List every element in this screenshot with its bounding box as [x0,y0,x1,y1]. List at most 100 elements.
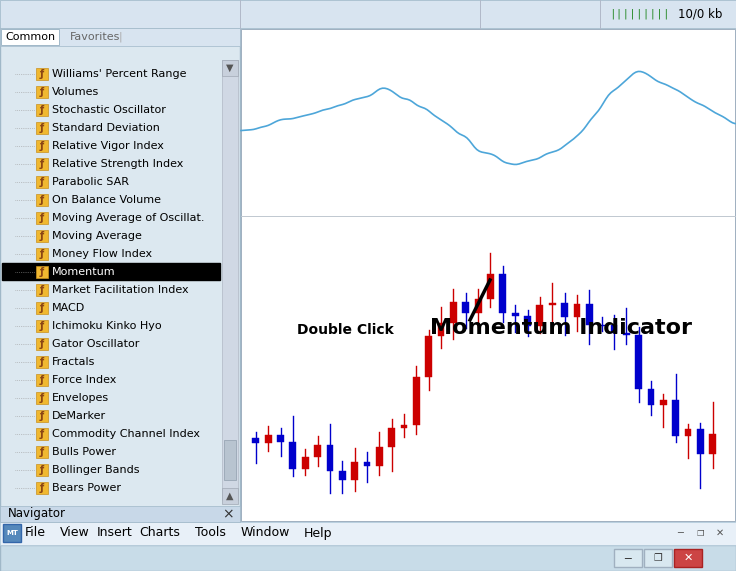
Bar [36,320,48,332]
Text: ✕: ✕ [683,553,693,563]
Text: ƒ: ƒ [40,465,44,475]
Text: Bollinger Bands: Bollinger Bands [52,465,140,475]
Bar [36,374,48,386]
Bar [0,0,736,28]
Text: |||||||||: ||||||||| [609,9,670,19]
Bar [36,248,48,260]
Text: Common: Common [5,32,55,42]
Text: Parabolic SAR: Parabolic SAR [52,177,129,187]
Text: ─: ─ [677,528,683,538]
Bar [644,549,672,567]
Text: Help: Help [304,526,332,540]
Text: ƒ: ƒ [40,429,44,439]
Bar [364,463,370,465]
Bar [1,29,59,45]
Bar [327,445,333,472]
Text: ƒ: ƒ [40,213,44,223]
Bar [2,263,220,280]
Bar [561,303,568,317]
Text: ƒ: ƒ [40,321,44,331]
Bar [36,284,48,296]
Text: ❒: ❒ [654,553,662,563]
Text: Navigator: Navigator [8,508,66,521]
Bar [450,302,457,323]
Text: Relative Vigor Index: Relative Vigor Index [52,141,164,151]
Bar [3,524,21,542]
Bar [36,212,48,224]
Bar [413,377,420,424]
Text: ƒ: ƒ [40,375,44,385]
Bar [36,104,48,116]
Text: ƒ: ƒ [40,231,44,241]
Text: ƒ: ƒ [40,69,44,79]
Bar [635,335,642,389]
Bar [36,464,48,476]
Bar [36,158,48,170]
Bar [36,266,48,278]
Text: Williams' Percent Range: Williams' Percent Range [52,69,186,79]
Bar [660,400,667,405]
Bar [475,299,481,312]
Bar [36,194,48,206]
Text: DeMarker: DeMarker [52,411,106,421]
Bar [425,336,432,377]
Text: ❒: ❒ [696,529,704,537]
Bar [222,60,238,500]
Bar [351,463,358,480]
Bar [0,28,240,521]
Text: ƒ: ƒ [40,393,44,403]
Text: ƒ: ƒ [40,267,44,277]
Bar [314,445,321,457]
Text: Bulls Power: Bulls Power [52,447,116,457]
FancyBboxPatch shape [0,545,736,571]
Text: Market Facilitation Index: Market Facilitation Index [52,285,188,295]
Text: |: | [118,32,122,42]
Text: Bears Power: Bears Power [52,483,121,493]
Bar [289,443,297,469]
Bar [438,323,445,336]
Bar [222,60,238,76]
Bar [36,392,48,404]
Bar [36,410,48,422]
Bar [36,230,48,242]
Text: On Balance Volume: On Balance Volume [52,195,161,205]
Bar [222,488,238,504]
Bar [598,324,605,325]
Text: Moving Average of Oscillat.: Moving Average of Oscillat. [52,213,205,223]
Bar [697,429,704,454]
Bar [672,400,679,436]
Bar [36,356,48,368]
Bar [512,313,519,316]
Bar [36,140,48,152]
Text: ƒ: ƒ [40,105,44,115]
Bar [710,433,716,454]
Text: View: View [60,526,90,540]
Text: Force Index: Force Index [52,375,116,385]
Text: ƒ: ƒ [40,483,44,493]
Text: Double Click: Double Click [297,323,394,337]
Text: ƒ: ƒ [40,123,44,133]
Bar [252,438,259,443]
Bar [524,316,531,326]
Bar [623,333,630,335]
Bar [389,428,395,447]
Text: ▲: ▲ [226,491,234,501]
Bar [36,338,48,350]
Bar [684,429,691,436]
Bar [487,275,494,299]
Text: Momentum: Momentum [52,267,116,277]
Bar [376,447,383,465]
Bar [0,28,240,46]
Text: Commodity Channel Index: Commodity Channel Index [52,429,200,439]
Text: Envelopes: Envelopes [52,393,109,403]
Text: Charts: Charts [140,526,180,540]
Bar [224,440,236,480]
Text: Moving Average: Moving Average [52,231,142,241]
Text: Insert: Insert [97,526,133,540]
Bar [36,176,48,188]
Bar [0,506,240,522]
Text: ƒ: ƒ [40,195,44,205]
Text: Favorites: Favorites [70,32,120,42]
Bar [36,68,48,80]
Bar [277,435,284,443]
